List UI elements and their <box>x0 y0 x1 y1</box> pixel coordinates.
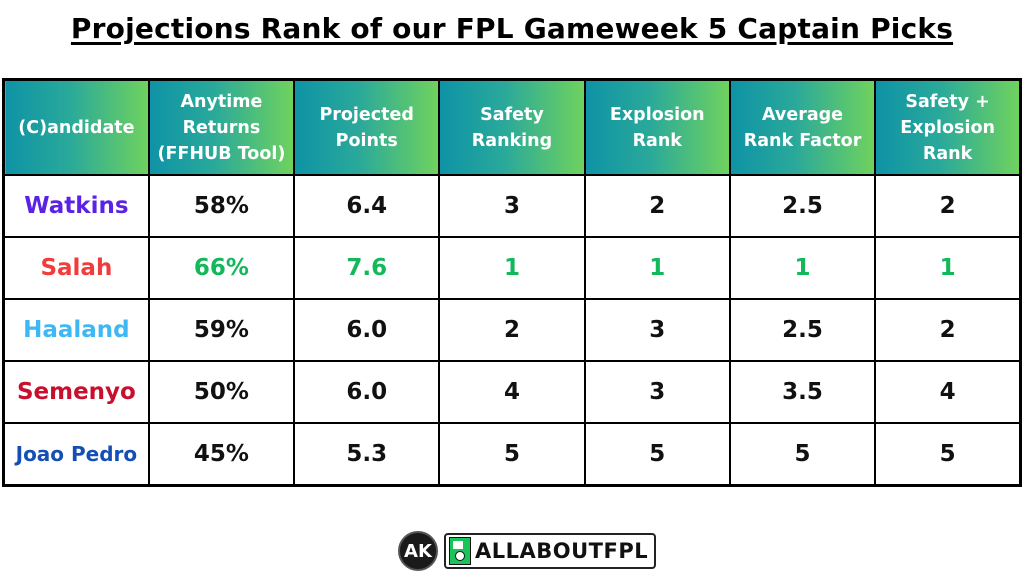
header-text: Rank <box>632 130 682 151</box>
logo-monogram: AK <box>404 540 432 562</box>
projected-points-cell: 6.4 <box>293 174 441 238</box>
explosion-rank-cell: 3 <box>583 360 731 424</box>
header-text: Returns <box>182 117 261 138</box>
safety-ranking-cell: 1 <box>438 236 586 300</box>
header-row: (C)andidate Anytime Returns (FFHUB Tool)… <box>2 78 1022 176</box>
header-anytime-returns: Anytime Returns (FFHUB Tool) <box>147 78 296 176</box>
candidate-name: Joao Pedro <box>2 422 150 487</box>
header-text: Explosion <box>609 104 705 125</box>
header-average-rank-factor: Average Rank Factor <box>728 78 877 176</box>
header-candidate: (C)andidate <box>2 78 150 176</box>
header-text: Safety + <box>905 91 990 112</box>
title-text: Projections Rank of our FPL Gameweek 5 C… <box>70 12 954 45</box>
explosion-rank-cell: 3 <box>583 298 731 362</box>
candidate-name: Haaland <box>2 298 150 362</box>
explosion-rank-cell: 5 <box>583 422 731 487</box>
header-text: Rank Factor <box>743 130 862 151</box>
footer-branding: AK ALLABOUTFPL <box>398 530 657 572</box>
safety-ranking-cell: 5 <box>438 422 586 487</box>
explosion-rank-cell: 2 <box>583 174 731 238</box>
header-text: Ranking <box>471 130 553 151</box>
table-row: Watkins 58% 6.4 3 2 2.5 2 <box>2 174 1022 238</box>
projected-points-cell: 7.6 <box>293 236 441 300</box>
header-text: (C)andidate <box>18 117 135 138</box>
average-rank-factor-cell: 5 <box>728 422 877 487</box>
header-text: (FFHUB Tool) <box>157 143 286 164</box>
ak-logo-icon: AK <box>398 531 438 571</box>
combined-rank-cell: 2 <box>874 174 1022 238</box>
header-text: Projected <box>319 104 414 125</box>
combined-rank-cell: 4 <box>874 360 1022 424</box>
anytime-returns-cell: 66% <box>147 236 296 300</box>
average-rank-factor-cell: 2.5 <box>728 298 877 362</box>
header-text: Average <box>762 104 844 125</box>
header-text: Points <box>335 130 398 151</box>
header-explosion-rank: Explosion Rank <box>583 78 731 176</box>
safety-ranking-cell: 3 <box>438 174 586 238</box>
table-row: Semenyo 50% 6.0 4 3 3.5 4 <box>2 360 1022 424</box>
header-text: Anytime <box>180 91 263 112</box>
candidate-name: Salah <box>2 236 150 300</box>
combined-rank-cell: 5 <box>874 422 1022 487</box>
anytime-returns-cell: 45% <box>147 422 296 487</box>
anytime-returns-cell: 50% <box>147 360 296 424</box>
header-projected-points: Projected Points <box>293 78 441 176</box>
header-text: Explosion <box>900 117 995 138</box>
header-safety-ranking: Safety Ranking <box>438 78 586 176</box>
table-row: Haaland 59% 6.0 2 3 2.5 2 <box>2 298 1022 362</box>
football-boot-icon <box>449 537 471 565</box>
average-rank-factor-cell: 1 <box>728 236 877 300</box>
projected-points-cell: 6.0 <box>293 360 441 424</box>
anytime-returns-cell: 59% <box>147 298 296 362</box>
anytime-returns-cell: 58% <box>147 174 296 238</box>
table-row: Joao Pedro 45% 5.3 5 5 5 5 <box>2 422 1022 487</box>
safety-ranking-cell: 4 <box>438 360 586 424</box>
combined-rank-cell: 1 <box>874 236 1022 300</box>
projected-points-cell: 5.3 <box>293 422 441 487</box>
projections-table: (C)andidate Anytime Returns (FFHUB Tool)… <box>2 78 1022 487</box>
average-rank-factor-cell: 3.5 <box>728 360 877 424</box>
table-row: Salah 66% 7.6 1 1 1 1 <box>2 236 1022 300</box>
page-title: Projections Rank of our FPL Gameweek 5 C… <box>0 12 1024 45</box>
projected-points-cell: 6.0 <box>293 298 441 362</box>
brand-name: ALLABOUTFPL <box>475 539 649 563</box>
allaboutfpl-logo: ALLABOUTFPL <box>444 533 657 569</box>
explosion-rank-cell: 1 <box>583 236 731 300</box>
header-safety-explosion-rank: Safety + Explosion Rank <box>874 78 1022 176</box>
candidate-name: Semenyo <box>2 360 150 424</box>
safety-ranking-cell: 2 <box>438 298 586 362</box>
candidate-name: Watkins <box>2 174 150 238</box>
average-rank-factor-cell: 2.5 <box>728 174 877 238</box>
header-text: Safety <box>480 104 544 125</box>
header-text: Rank <box>922 143 973 164</box>
combined-rank-cell: 2 <box>874 298 1022 362</box>
